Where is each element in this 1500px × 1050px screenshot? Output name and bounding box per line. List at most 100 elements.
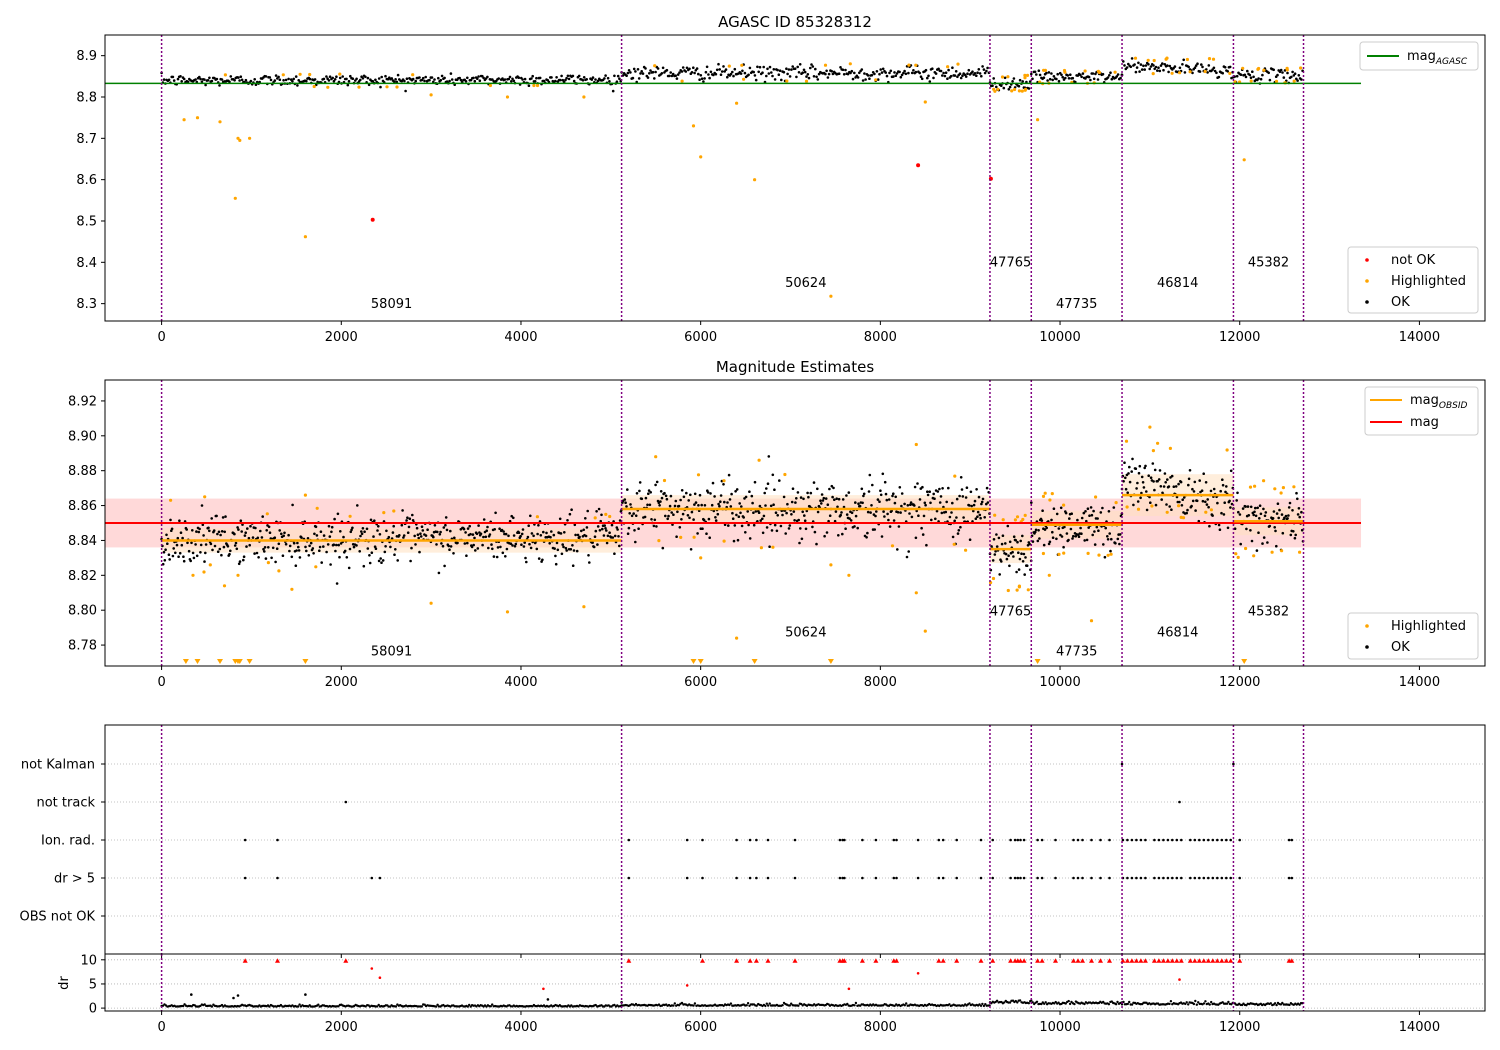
p2-ok-point-1340: [1241, 507, 1245, 510]
p4-dr-point-675: [1128, 1000, 1131, 1004]
p4-dr-point-438: [790, 1002, 793, 1005]
p2-ok-point-840: [839, 513, 842, 517]
p1-ok-point-389: [649, 69, 652, 72]
p1-ok-point-253: [478, 79, 482, 82]
p2-clipped-marker-9: [697, 659, 704, 664]
p2-ok-point-305: [406, 531, 410, 534]
p1-ok-point-534: [831, 72, 835, 76]
p2-highlighted-point-76: [1253, 484, 1257, 488]
p1-ok-point-314: [555, 76, 558, 79]
p1-ok-point-521: [815, 75, 818, 79]
p1-highlighted-point-102: [1242, 158, 1246, 162]
p1-ok-point-702: [1042, 76, 1046, 79]
p2-ok-point-1281: [1194, 509, 1197, 512]
p2-ok-point-1353: [1252, 513, 1255, 517]
p2-ok-point-181: [306, 537, 310, 540]
p3-flag-point-3-46: [1157, 876, 1161, 880]
p4-dr-red-marker-3: [370, 967, 374, 970]
p2-ok-point-576: [626, 488, 629, 491]
p2-ok-point-19: [175, 543, 179, 547]
p2-ok-point-225: [342, 535, 345, 539]
p1-ok-point-501: [790, 68, 793, 71]
p1-ytick-label-0: 8.3: [76, 297, 97, 312]
p2-ok-point-374: [462, 527, 466, 531]
p1-ok-point-493: [780, 78, 783, 82]
p2-ok-point-943: [922, 514, 926, 518]
p2-ok-point-309: [410, 546, 413, 550]
p2-ok-point-702: [727, 473, 731, 477]
p2-ok-point-5: [164, 548, 167, 551]
p3-flag-point-3-27: [1016, 876, 1020, 880]
p1-ok-point-868: [1249, 76, 1253, 79]
p1-ok-point-604: [919, 75, 923, 78]
p2-ok-point-919: [903, 502, 906, 506]
p2-ok-point-745: [762, 514, 766, 518]
p2-ok-point-573: [623, 498, 627, 501]
p2-ok-point-956: [933, 497, 936, 501]
p1-ok-point-653: [981, 65, 984, 68]
p1-ok-point-97: [282, 79, 285, 82]
p1-ok-point-40: [210, 79, 214, 83]
p2-ok-point-450: [524, 556, 527, 560]
p1-highlighted-point-0: [338, 72, 342, 76]
p1-ok-point-162: [364, 75, 367, 79]
p4-dr-point-109: [317, 1003, 320, 1006]
p2-ok-point-519: [580, 529, 583, 533]
p4-dr-red-marker-62: [1214, 958, 1220, 963]
p2-highlighted-point-13: [348, 514, 352, 518]
p2-highlighted-point-65: [1156, 441, 1160, 445]
p1-ok-point-259: [486, 75, 489, 79]
p1-ok-point-231: [450, 78, 454, 81]
p1-ok-point-217: [433, 78, 436, 81]
p2-ok-point-418: [498, 527, 501, 530]
p2-ok-point-329: [426, 528, 429, 531]
p4-xtick-label-4: 8000: [864, 1020, 897, 1035]
p2-highlighted-point-90: [290, 587, 294, 591]
p3-flag-point-2-10: [838, 838, 842, 842]
p2-ok-point-633: [672, 513, 675, 516]
p1-ok-point-834: [1207, 64, 1211, 67]
p3-flag-point-2-35: [1099, 838, 1102, 842]
p2-ok-point-770: [782, 495, 786, 499]
p2-ok-point-493: [558, 517, 562, 521]
p4-dr-scatter-point-2: [236, 994, 240, 997]
p2-ok-point-1270: [1185, 511, 1188, 515]
p1-ok-point-251: [476, 77, 479, 80]
p1-ok-point-897: [1286, 71, 1289, 75]
p1-ok-point-87: [269, 78, 273, 82]
p1-obsid-label-0: 58091: [371, 297, 412, 312]
p2-ok-point-392: [477, 524, 480, 527]
p1-ok-point-562: [866, 74, 870, 77]
p4-dr-point-191: [435, 1005, 438, 1008]
p4-dr-point-732: [1210, 1000, 1213, 1004]
p4-dr-point-623: [1054, 1000, 1057, 1004]
p2-ok-point-1404: [1293, 536, 1297, 540]
p1-ok-point-484: [768, 65, 772, 69]
p3-flag-point-3-30: [1036, 876, 1039, 880]
p2-ok-point-265: [374, 547, 378, 550]
p2-ok-point-445: [520, 543, 523, 546]
p1-ok-point-399: [661, 66, 665, 70]
p2-ok-point-906: [892, 519, 896, 522]
p3-flag-point-2-28: [1036, 838, 1039, 842]
p2-ok-point-120: [257, 556, 260, 559]
p1-ok-point-543: [842, 73, 846, 76]
p3-flag-point-3-57: [1211, 876, 1215, 880]
p1-ok-point-133: [327, 79, 331, 82]
p1-ok-point-414: [680, 70, 684, 73]
p4-dr-red-marker-25: [954, 958, 960, 963]
p1-ok-point-292: [527, 84, 531, 87]
p1-ok-point-467: [747, 73, 750, 77]
p2-ok-point-1061: [1017, 568, 1021, 571]
p1-ok-point-781: [1140, 68, 1144, 71]
p2-ok-point-298: [401, 509, 404, 512]
p2-ok-point-276: [383, 550, 387, 554]
p2-ok-point-412: [493, 528, 497, 531]
p2-ok-point-104: [244, 531, 247, 534]
p1-ok-point-570: [876, 78, 880, 81]
p2-ok-point-1380: [1274, 529, 1277, 533]
p4-dr-red-marker-0: [242, 958, 248, 963]
p1-ok-point-609: [926, 76, 929, 80]
p4-dr-red-marker-31: [1018, 958, 1023, 963]
p2-highlighted-point-1: [593, 516, 597, 520]
